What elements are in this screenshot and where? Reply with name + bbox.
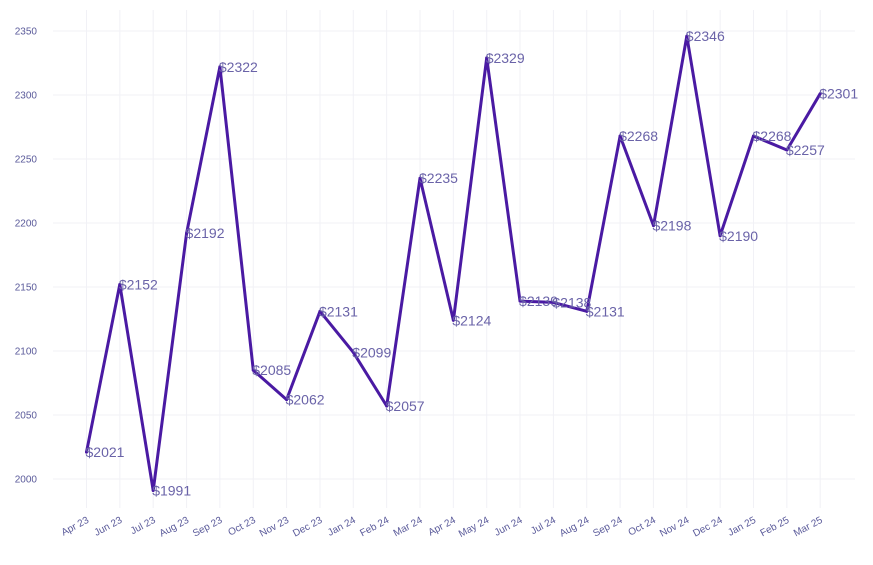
y-axis-ticks: 2000 2050 2100 2150 2200 2250 2300 2350 bbox=[15, 27, 38, 486]
x-tick-label: Mar 24 bbox=[392, 515, 425, 540]
data-label: $2346 bbox=[686, 28, 725, 44]
y-gridlines bbox=[53, 30, 855, 480]
data-label: $2152 bbox=[119, 276, 158, 292]
data-point bbox=[485, 56, 489, 60]
data-point bbox=[351, 350, 355, 354]
x-tick-label: Jul 24 bbox=[529, 515, 558, 537]
data-label: $2062 bbox=[286, 392, 325, 408]
data-label: $2198 bbox=[652, 218, 691, 234]
data-point bbox=[385, 404, 389, 408]
x-tick-label: Aug 24 bbox=[558, 515, 592, 540]
data-point bbox=[718, 234, 722, 238]
data-label: $2085 bbox=[252, 362, 291, 378]
data-point bbox=[418, 176, 422, 180]
data-label: $2124 bbox=[452, 312, 491, 328]
data-labels: $2021 $2152 $1991 $2192 $2322 $2085 $2062 $2131… bbox=[86, 28, 859, 498]
y-tick-label: 2250 bbox=[15, 155, 38, 166]
data-label: $2329 bbox=[486, 50, 525, 66]
data-point bbox=[185, 231, 189, 235]
data-label: $2190 bbox=[719, 228, 758, 244]
data-point bbox=[285, 398, 289, 402]
y-tick-label: 2350 bbox=[15, 27, 38, 38]
x-tick-label: Mar 25 bbox=[792, 515, 825, 540]
data-point bbox=[318, 309, 322, 313]
x-tick-label: Nov 24 bbox=[658, 515, 692, 540]
x-tick-label: Jun 24 bbox=[493, 515, 525, 539]
x-tick-label: Dec 23 bbox=[291, 515, 325, 540]
data-label: $2322 bbox=[219, 59, 258, 75]
data-label: $2021 bbox=[86, 444, 125, 460]
data-label: $2257 bbox=[786, 142, 825, 158]
x-tick-label: Feb 24 bbox=[358, 515, 391, 540]
series-group bbox=[85, 34, 822, 493]
data-point bbox=[518, 299, 522, 303]
data-point bbox=[585, 309, 589, 313]
x-tick-label: Apr 23 bbox=[60, 515, 92, 539]
data-point bbox=[651, 224, 655, 228]
data-label: $2235 bbox=[419, 170, 458, 186]
data-label: $2192 bbox=[186, 225, 225, 241]
data-point bbox=[685, 34, 689, 38]
data-label: $1991 bbox=[152, 483, 191, 499]
x-tick-label: Jul 23 bbox=[129, 515, 158, 537]
data-point bbox=[218, 65, 222, 69]
data-label: $2131 bbox=[586, 303, 625, 319]
y-tick-label: 2300 bbox=[15, 91, 38, 102]
data-point bbox=[818, 92, 822, 96]
x-tick-label: Apr 24 bbox=[427, 515, 459, 539]
data-label: $2099 bbox=[352, 344, 391, 360]
x-tick-label: Dec 24 bbox=[691, 515, 725, 540]
y-tick-label: 2000 bbox=[15, 475, 38, 486]
data-point bbox=[85, 450, 88, 454]
x-tick-label: Feb 25 bbox=[759, 515, 792, 540]
data-label: $2131 bbox=[319, 303, 358, 319]
x-tick-label: Jun 23 bbox=[93, 515, 125, 539]
data-label: $2138 bbox=[552, 294, 591, 310]
data-point bbox=[451, 318, 455, 322]
data-point bbox=[151, 489, 155, 493]
y-tick-label: 2200 bbox=[15, 219, 38, 230]
data-label: $2301 bbox=[819, 86, 858, 102]
x-tick-label: Aug 23 bbox=[158, 515, 192, 540]
data-label: $2268 bbox=[753, 128, 792, 144]
x-tick-label: May 24 bbox=[457, 515, 492, 540]
data-point bbox=[618, 134, 622, 138]
x-tick-label: Oct 24 bbox=[627, 515, 659, 539]
x-tick-label: Nov 23 bbox=[258, 515, 292, 540]
x-tick-label: Jan 24 bbox=[326, 515, 358, 539]
x-tick-label: Jan 25 bbox=[726, 515, 758, 539]
data-point bbox=[118, 282, 122, 286]
data-label: $2057 bbox=[386, 398, 425, 414]
x-tick-label: Sep 24 bbox=[591, 515, 625, 540]
data-point bbox=[752, 134, 755, 138]
data-point bbox=[785, 148, 789, 152]
data-point bbox=[251, 368, 255, 372]
data-point bbox=[551, 300, 555, 304]
x-tick-label: Sep 23 bbox=[191, 515, 225, 540]
y-tick-label: 2050 bbox=[15, 411, 38, 422]
data-label: $2268 bbox=[619, 128, 658, 144]
data-label: $2139 bbox=[519, 293, 558, 309]
y-tick-label: 2150 bbox=[15, 283, 38, 294]
x-tick-label: Oct 23 bbox=[226, 515, 258, 539]
x-gridlines bbox=[86, 10, 821, 508]
x-axis-ticks: Apr 23 Jun 23 Jul 23 Aug 23 Sep 23 Oct 23 Nov … bbox=[60, 515, 825, 540]
y-tick-label: 2100 bbox=[15, 347, 38, 358]
